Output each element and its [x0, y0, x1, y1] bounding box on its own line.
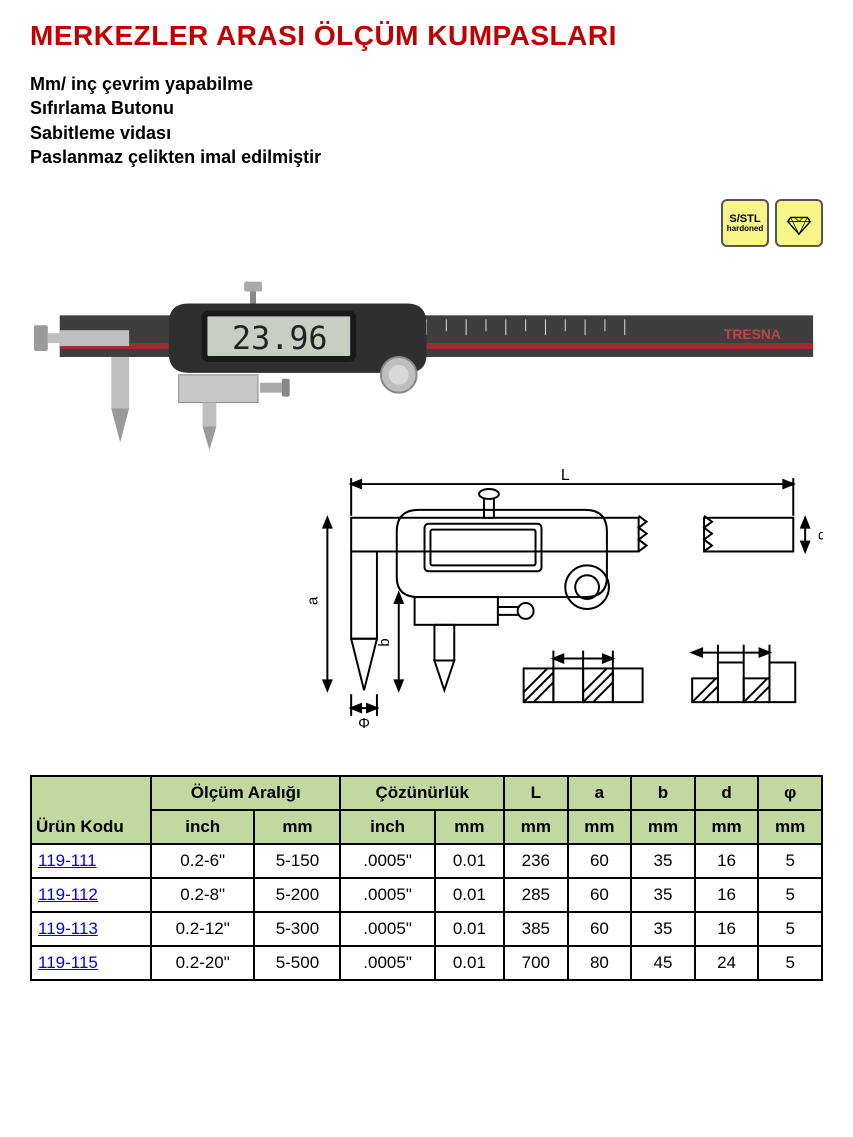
cell-d: 24: [695, 946, 759, 980]
cell-res-mm: 0.01: [435, 946, 504, 980]
cell-range-mm: 5-200: [254, 878, 340, 912]
page-title: MERKEZLER ARASI ÖLÇÜM KUMPASLARI: [30, 20, 823, 52]
technical-diagram: L d: [30, 465, 823, 745]
product-photo: TRESNA 23.96: [30, 255, 823, 455]
brand-text: TRESNA: [724, 326, 781, 342]
cell-a: 60: [568, 878, 632, 912]
table-row: 119-111 0.2-6"5-150.0005"0.012366035165: [31, 844, 822, 878]
cell-res-inch: .0005": [340, 946, 434, 980]
cell-res-mm: 0.01: [435, 878, 504, 912]
cell-L: 385: [504, 912, 568, 946]
cell-a: 60: [568, 912, 632, 946]
sub-mm: mm: [695, 810, 759, 844]
cell-phi: 5: [758, 946, 822, 980]
feature-item: Sıfırlama Butonu: [30, 96, 823, 120]
sub-mm: mm: [568, 810, 632, 844]
cell-a: 80: [568, 946, 632, 980]
cell-phi: 5: [758, 912, 822, 946]
cell-res-mm: 0.01: [435, 844, 504, 878]
cell-d: 16: [695, 844, 759, 878]
cell-range-inch: 0.2-8": [151, 878, 254, 912]
cell-code[interactable]: 119-112: [31, 878, 151, 912]
sub-mm: mm: [631, 810, 695, 844]
sub-inch: inch: [340, 810, 434, 844]
sub-mm: mm: [758, 810, 822, 844]
product-link[interactable]: 119-115: [38, 953, 98, 972]
cell-range-inch: 0.2-6": [151, 844, 254, 878]
lcd-value: 23.96: [232, 321, 327, 357]
diamond-icon: [785, 209, 813, 237]
cell-b: 35: [631, 878, 695, 912]
col-range: Ölçüm Aralığı: [151, 776, 340, 810]
col-code: Ürün Kodu: [31, 776, 151, 844]
cell-d: 16: [695, 878, 759, 912]
cell-phi: 5: [758, 878, 822, 912]
cell-b: 45: [631, 946, 695, 980]
cell-phi: 5: [758, 844, 822, 878]
cell-code[interactable]: 119-115: [31, 946, 151, 980]
cell-code[interactable]: 119-111: [31, 844, 151, 878]
cell-range-mm: 5-300: [254, 912, 340, 946]
caliper-photo-svg: TRESNA 23.96: [30, 255, 823, 455]
table-row: 119-113 0.2-12"5-300.0005"0.013856035165: [31, 912, 822, 946]
sstl-badge: S/STL hardoned: [721, 199, 769, 247]
spec-table: Ürün Kodu Ölçüm Aralığı Çözünürlük L a b…: [30, 775, 823, 981]
cell-res-inch: .0005": [340, 912, 434, 946]
sub-mm: mm: [435, 810, 504, 844]
diamond-badge: [775, 199, 823, 247]
diagram-svg: L d: [30, 465, 823, 745]
feature-list: Mm/ inç çevrim yapabilme Sıfırlama Buton…: [30, 72, 823, 169]
dim-d: d: [818, 527, 823, 543]
cell-L: 236: [504, 844, 568, 878]
dim-b: b: [377, 639, 393, 647]
cell-L: 285: [504, 878, 568, 912]
table-row: 119-112 0.2-8"5-200.0005"0.012856035165: [31, 878, 822, 912]
cell-L: 700: [504, 946, 568, 980]
product-link[interactable]: 119-112: [38, 885, 98, 904]
col-a: a: [568, 776, 632, 810]
cell-range-inch: 0.2-20": [151, 946, 254, 980]
feature-item: Sabitleme vidası: [30, 121, 823, 145]
cell-a: 60: [568, 844, 632, 878]
col-phi: φ: [758, 776, 822, 810]
cell-res-mm: 0.01: [435, 912, 504, 946]
sub-mm: mm: [504, 810, 568, 844]
cell-range-mm: 5-150: [254, 844, 340, 878]
col-d: d: [695, 776, 759, 810]
feature-item: Mm/ inç çevrim yapabilme: [30, 72, 823, 96]
cell-code[interactable]: 119-113: [31, 912, 151, 946]
dim-L: L: [561, 467, 570, 484]
cell-b: 35: [631, 912, 695, 946]
cell-d: 16: [695, 912, 759, 946]
table-row: 119-115 0.2-20"5-500.0005"0.017008045245: [31, 946, 822, 980]
product-link[interactable]: 119-111: [38, 851, 97, 870]
feature-item: Paslanmaz çelikten imal edilmiştir: [30, 145, 823, 169]
table-header-row-1: Ürün Kodu Ölçüm Aralığı Çözünürlük L a b…: [31, 776, 822, 810]
sub-inch: inch: [151, 810, 254, 844]
cell-res-inch: .0005": [340, 878, 434, 912]
sub-mm: mm: [254, 810, 340, 844]
cell-range-inch: 0.2-12": [151, 912, 254, 946]
cell-res-inch: .0005": [340, 844, 434, 878]
sstl-line2: hardoned: [727, 225, 763, 233]
col-res: Çözünürlük: [340, 776, 504, 810]
col-L: L: [504, 776, 568, 810]
dim-phi: Φ: [358, 716, 370, 732]
col-b: b: [631, 776, 695, 810]
cell-range-mm: 5-500: [254, 946, 340, 980]
badge-row: S/STL hardoned: [30, 199, 823, 247]
cell-b: 35: [631, 844, 695, 878]
dim-a: a: [305, 596, 321, 605]
product-link[interactable]: 119-113: [38, 919, 98, 938]
